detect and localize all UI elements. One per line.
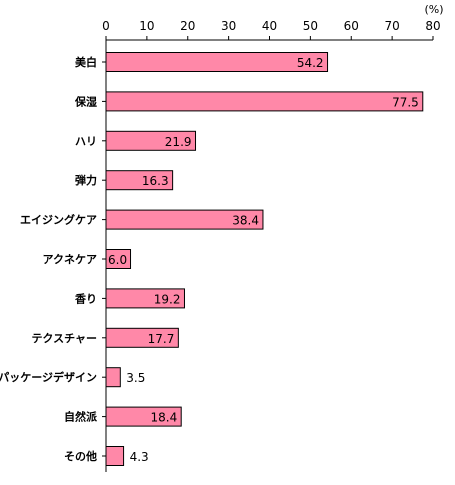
category-label: 自然派 (64, 410, 98, 424)
x-tick-label: 40 (262, 19, 277, 33)
category-label: その他 (64, 449, 97, 463)
x-tick-label: 20 (180, 19, 195, 33)
bar (105, 406, 182, 427)
data-label: 19.2 (154, 292, 181, 306)
bar (105, 91, 424, 112)
unit-label: (%) (424, 3, 443, 16)
data-label: 18.4 (150, 411, 177, 425)
x-tick-label: 30 (221, 19, 236, 33)
data-label: 4.3 (130, 450, 149, 464)
data-label: 17.7 (148, 332, 175, 346)
data-label: 54.2 (297, 56, 324, 70)
x-tick-label: 10 (139, 19, 154, 33)
category-label: 香り (74, 291, 97, 305)
data-label: 3.5 (126, 371, 145, 385)
data-label: 77.5 (392, 95, 419, 109)
x-tick-label: 60 (344, 19, 359, 33)
data-label: 16.3 (142, 174, 169, 188)
data-label: 21.9 (165, 135, 192, 149)
data-label: 6.0 (108, 253, 127, 267)
labels-group: 美白 54.2 保湿 77.5 ハリ 21.9 弾力 16.3 エイジングケア 38.4 アクネケア… (0, 55, 419, 464)
data-label: 38.4 (232, 214, 259, 228)
category-label: 美白 (75, 55, 97, 69)
x-tick-label: 50 (303, 19, 318, 33)
category-label: アクネケア (43, 253, 97, 266)
bar (105, 170, 174, 191)
bar (105, 130, 197, 151)
category-label: エイジングケア (20, 213, 97, 227)
category-label: ハリ (75, 135, 97, 148)
x-tick-label: 80 (425, 19, 440, 33)
bars-group (105, 52, 424, 466)
x-tick-label: 70 (384, 19, 399, 33)
category-label: 保湿 (74, 94, 97, 108)
bar (105, 52, 329, 72)
category-label: 弾力 (75, 173, 97, 187)
axis-group: 0 10 20 30 40 50 60 70 80 (102, 19, 441, 472)
bar (105, 249, 132, 269)
bar (105, 209, 264, 230)
bar (105, 288, 185, 309)
category-label: テクスチャー (31, 332, 97, 345)
bar (105, 446, 125, 466)
bar (105, 367, 121, 388)
category-label: パッケージデザイン (0, 370, 97, 384)
bar (105, 327, 179, 348)
x-tick-label: 0 (102, 19, 110, 33)
